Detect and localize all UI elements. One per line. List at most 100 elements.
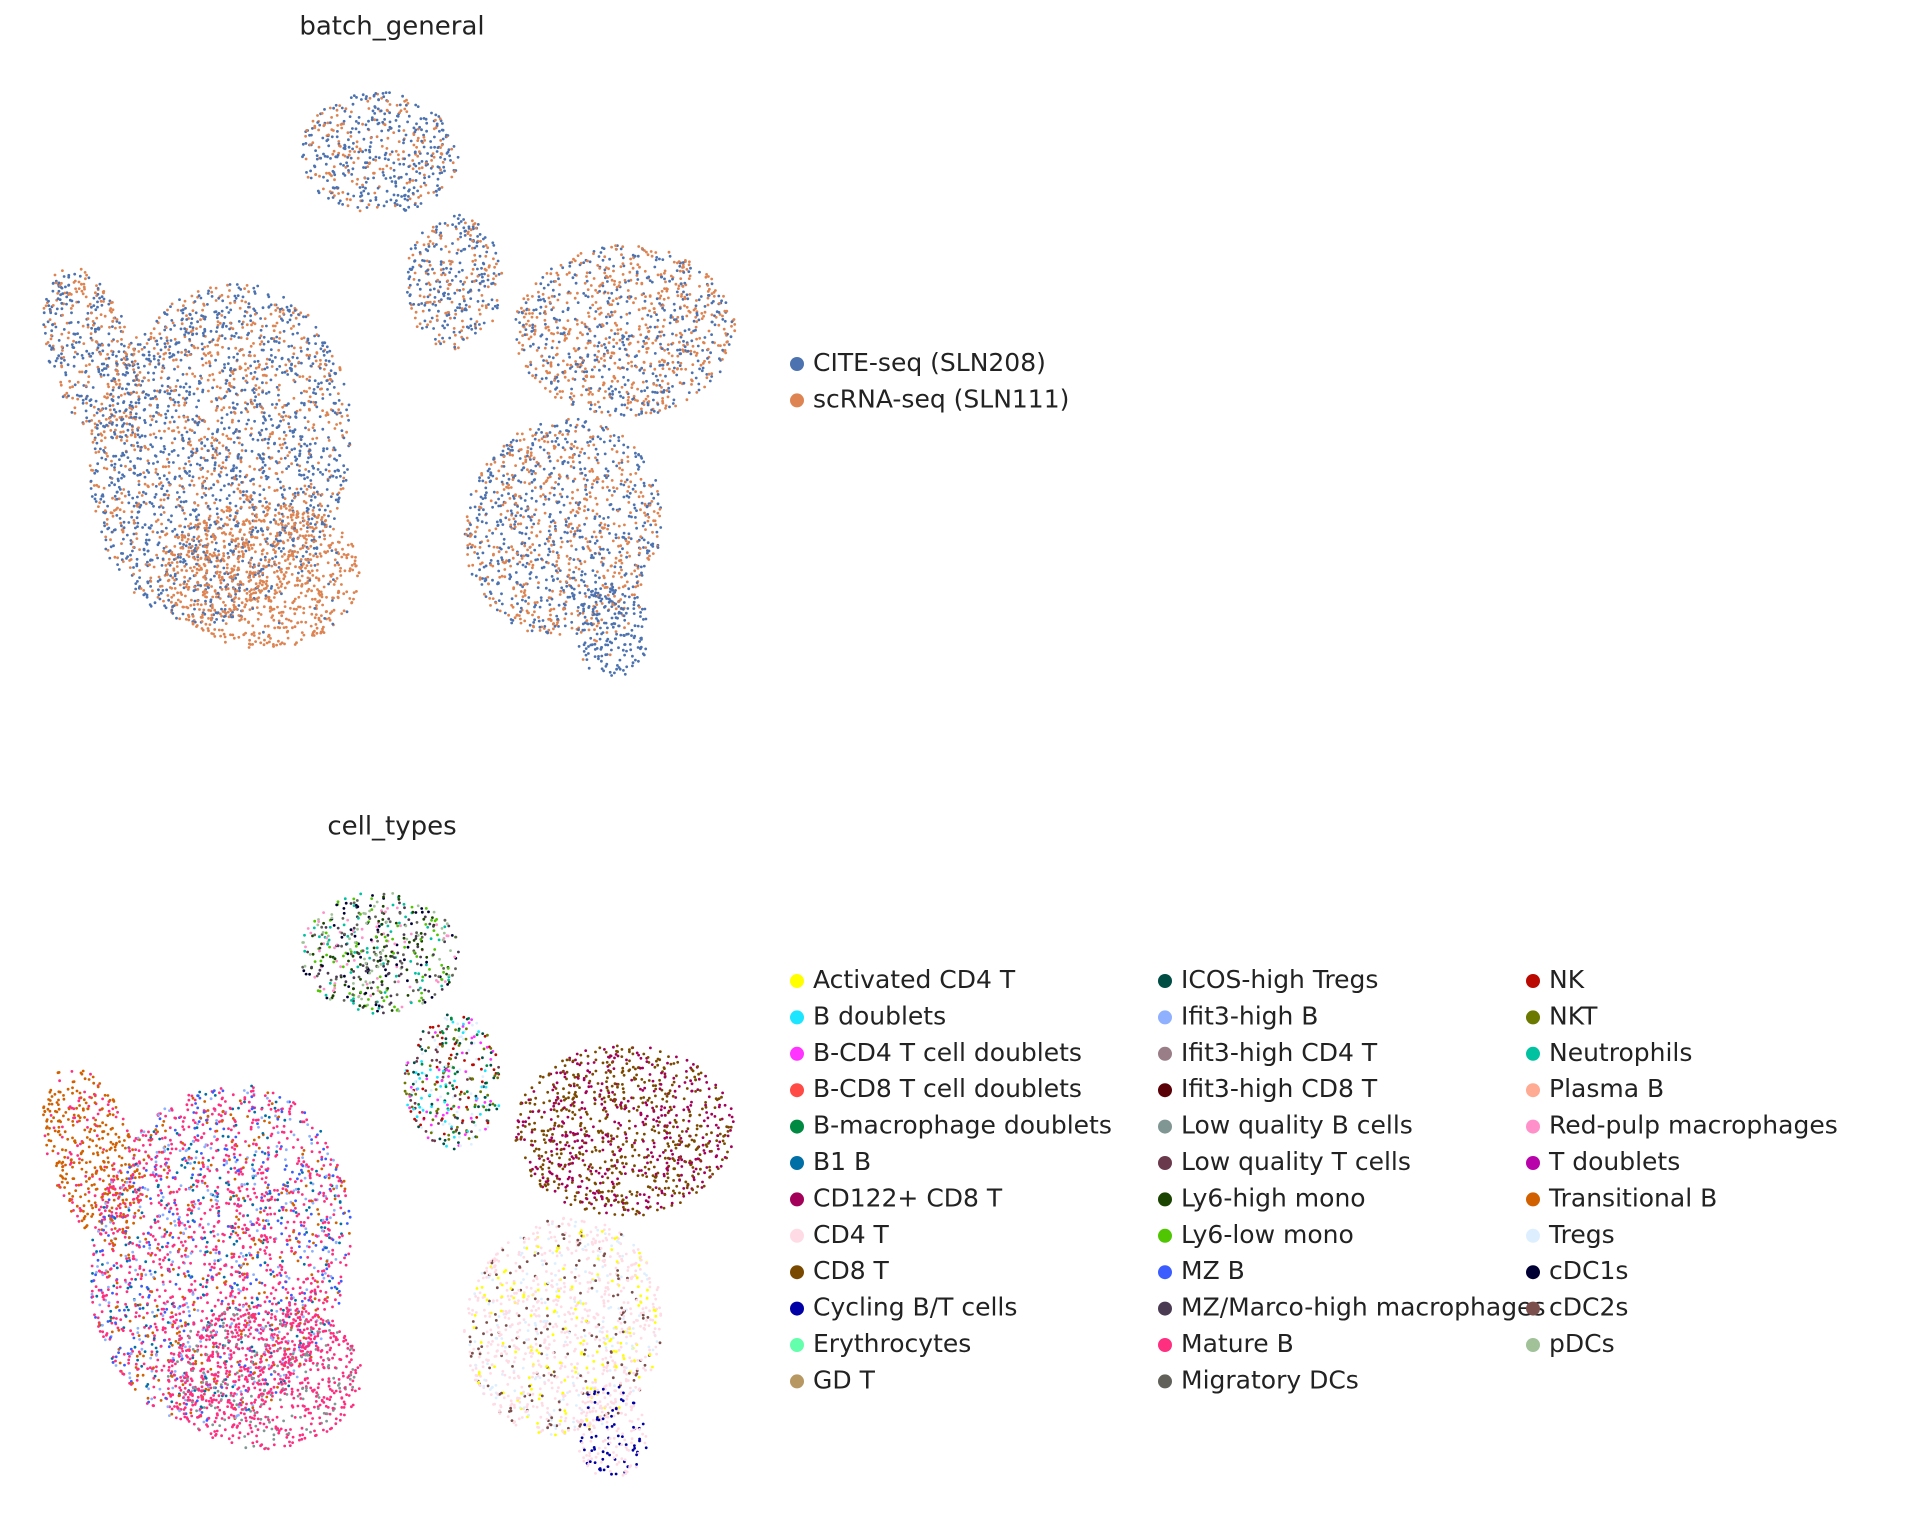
cell-point: [92, 304, 96, 307]
cell-point: [397, 153, 400, 157]
cell-point: [265, 579, 269, 583]
cell-point: [280, 622, 284, 625]
cell-point: [293, 529, 297, 532]
cell-point: [275, 426, 279, 429]
cell-point: [232, 600, 236, 604]
cell-point: [153, 512, 157, 516]
cell-point: [572, 347, 576, 350]
cell-point: [188, 470, 192, 473]
cell-point: [196, 320, 200, 324]
cell-point: [621, 273, 625, 276]
cell-point: [412, 186, 416, 190]
cell-point: [213, 461, 217, 465]
cell-point: [104, 418, 108, 421]
cell-point: [142, 376, 146, 380]
cell-point: [315, 516, 319, 519]
cell-point: [228, 283, 232, 286]
cell-point: [277, 523, 280, 526]
cell-point: [368, 145, 372, 149]
cell-point: [191, 326, 195, 330]
cell-point: [76, 332, 79, 335]
cell-point: [172, 461, 175, 464]
cell-point: [93, 438, 97, 442]
cell-point: [288, 562, 292, 566]
cell-point: [229, 437, 233, 441]
cell-point: [59, 383, 63, 387]
cell-point: [249, 533, 253, 536]
cell-point: [533, 324, 537, 328]
cell-point: [232, 553, 235, 556]
cell-point: [194, 311, 198, 315]
cell-point: [277, 341, 281, 345]
scatter-panel: [42, 91, 737, 677]
cell-point: [94, 509, 98, 513]
cell-point: [347, 153, 351, 157]
cell-point: [287, 553, 291, 557]
cell-point: [614, 244, 617, 248]
cell-point: [207, 560, 211, 564]
cell-point: [237, 635, 241, 639]
cell-point: [175, 616, 178, 620]
cell-point: [268, 558, 271, 562]
cell-point: [112, 316, 116, 320]
cell-point: [284, 434, 288, 437]
cell-point: [685, 305, 689, 309]
cell-point: [226, 610, 230, 614]
cell-point: [531, 323, 535, 327]
cell-point: [679, 361, 683, 365]
cell-point: [529, 363, 533, 367]
cell-point: [152, 357, 156, 361]
cell-point: [658, 384, 662, 387]
cell-point: [615, 324, 619, 327]
cell-point: [97, 433, 100, 437]
cell-point: [338, 569, 342, 573]
cell-point: [710, 320, 714, 324]
cell-point: [327, 544, 331, 547]
cell-point: [314, 392, 318, 395]
cell-point: [373, 112, 377, 115]
cell-point: [723, 319, 727, 323]
cell-point: [363, 176, 367, 180]
cell-point: [117, 497, 121, 501]
cell-point: [678, 269, 682, 273]
cell-point: [307, 399, 311, 403]
cell-point: [180, 546, 184, 550]
cell-point: [232, 490, 236, 494]
cell-point: [691, 344, 695, 348]
cell-point: [228, 543, 232, 546]
cell-point: [239, 366, 243, 370]
cell-point: [130, 391, 134, 395]
cell-point: [187, 331, 191, 335]
cell-point: [320, 595, 324, 599]
cell-point: [328, 106, 332, 110]
cell-point: [574, 281, 578, 285]
cell-point: [130, 404, 134, 408]
cell-point: [68, 386, 72, 389]
cell-point: [152, 462, 155, 465]
cell-point: [346, 131, 350, 135]
cell-point: [133, 466, 137, 470]
cell-point: [167, 348, 171, 352]
cell-point: [304, 468, 308, 471]
cell-point: [313, 442, 317, 445]
cell-point: [659, 294, 663, 298]
cell-point: [211, 436, 214, 439]
cell-point: [218, 441, 221, 445]
cell-point: [234, 544, 238, 548]
cell-point: [652, 398, 655, 402]
cell-point: [634, 413, 638, 417]
cell-point: [211, 456, 215, 460]
cell-point: [235, 466, 238, 470]
cell-point: [176, 350, 180, 354]
cell-point: [436, 177, 440, 181]
cell-point: [630, 386, 634, 389]
cell-point: [155, 411, 158, 414]
cell-point: [541, 364, 545, 367]
cell-point: [416, 154, 420, 158]
cell-point: [166, 392, 170, 395]
cell-point: [264, 587, 268, 590]
cell-point: [115, 497, 119, 501]
cell-point: [603, 271, 607, 275]
cell-point: [286, 538, 290, 542]
cell-point: [272, 596, 276, 599]
